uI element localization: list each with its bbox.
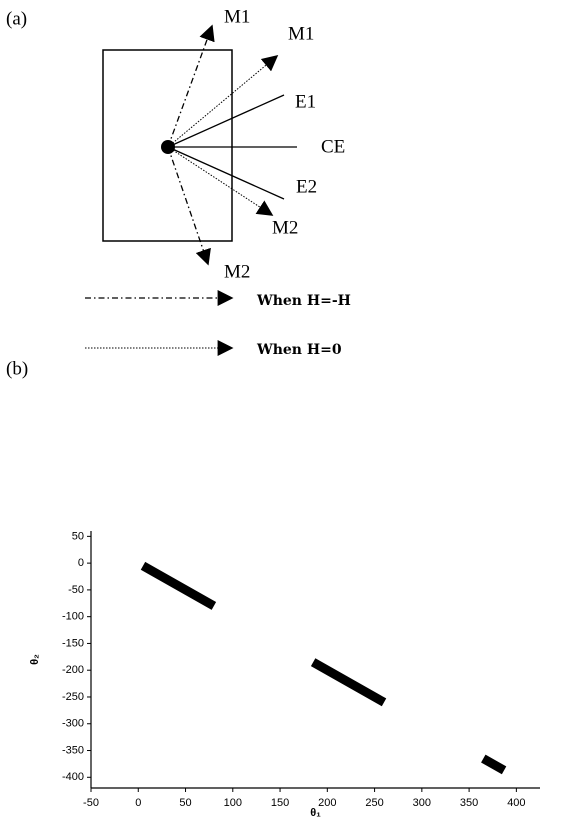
data-line — [140, 561, 507, 775]
y-tick-label: -250 — [62, 691, 84, 703]
x-axis-label: θ₁ — [310, 807, 321, 819]
center-dot — [161, 140, 175, 154]
y-tick-label: 0 — [78, 557, 84, 569]
x-tick-label: 400 — [507, 797, 525, 809]
x-tick-label: 0 — [135, 797, 141, 809]
x-tick-label: 350 — [460, 797, 478, 809]
y-axis-label: θ₂ — [29, 654, 41, 665]
y-tick-label: -400 — [62, 771, 84, 783]
panel-label: (a) — [6, 8, 27, 29]
y-tick-label: -100 — [62, 611, 84, 623]
vectors — [167, 24, 297, 266]
x-tick-label: 100 — [224, 797, 242, 809]
y-tick-label: -50 — [68, 584, 84, 596]
vector-label: M1 — [288, 23, 314, 44]
vector-label: M1 — [224, 6, 250, 27]
x-tick-label: 50 — [179, 797, 191, 809]
legend-text: When H=0 — [256, 342, 342, 358]
x-tick-label: 200 — [318, 797, 336, 809]
vector-label: M2 — [272, 217, 298, 238]
vector-label: E1 — [295, 91, 316, 112]
y-tick-label: -350 — [62, 744, 84, 756]
y-tick-label: 50 — [72, 530, 84, 542]
panel-label: (b) — [6, 358, 28, 379]
x-tick-label: 300 — [413, 797, 431, 809]
vector-label: CE — [321, 136, 345, 157]
x-tick-label: 150 — [271, 797, 289, 809]
legend-text: When H=-H — [256, 293, 351, 309]
sample-rect — [102, 49, 233, 242]
y-tick-label: -300 — [62, 718, 84, 730]
x-tick-label: -50 — [83, 797, 99, 809]
x-tick-label: 250 — [365, 797, 383, 809]
plot: 50 0 -50 -100 -150 -200 -250 -300 -350 -400 -50 0 50… — [29, 530, 540, 819]
y-tick-label: -150 — [62, 637, 84, 649]
vector-label: E2 — [296, 176, 317, 197]
y-tick-label: -200 — [62, 664, 84, 676]
vector-label: M2 — [224, 261, 250, 282]
